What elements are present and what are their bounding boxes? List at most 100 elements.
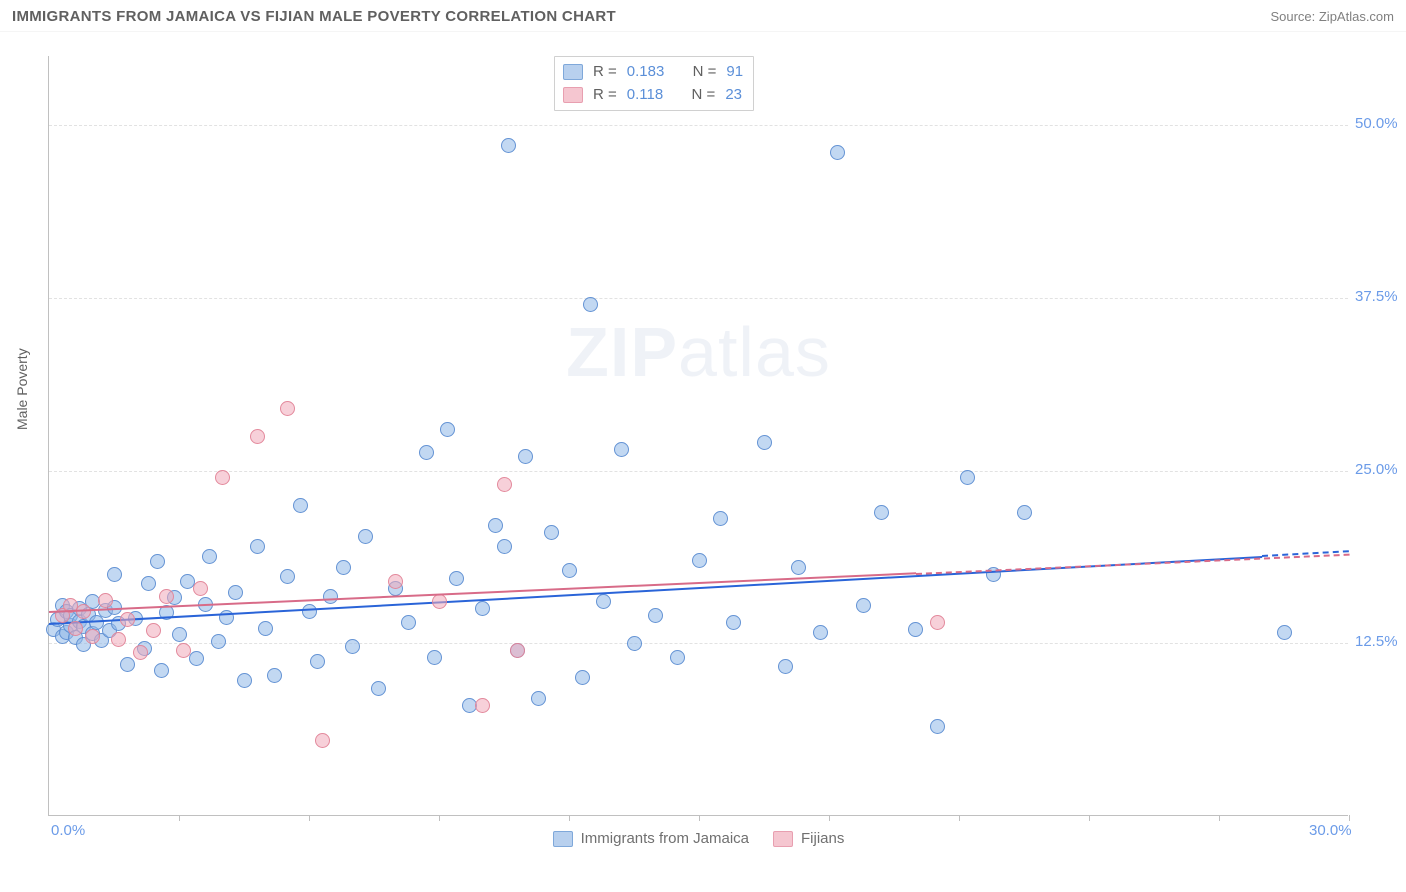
data-point — [544, 525, 559, 540]
data-point — [501, 138, 516, 153]
x-tick — [699, 815, 700, 821]
data-point — [172, 627, 187, 642]
data-point — [189, 651, 204, 666]
data-point — [614, 442, 629, 457]
stat-label: N = — [692, 84, 716, 107]
y-tick-label: 50.0% — [1355, 115, 1406, 132]
plot-wrap: ZIPatlas R =0.183 N =91R =0.118 N =23 Im… — [48, 56, 1348, 816]
y-axis-label: Male Poverty — [14, 348, 30, 430]
stat-n-value: 91 — [726, 61, 743, 84]
data-point — [930, 615, 945, 630]
data-point — [345, 639, 360, 654]
legend-swatch — [773, 831, 793, 847]
data-point — [98, 593, 113, 608]
data-point — [830, 145, 845, 160]
stat-label: N = — [693, 61, 717, 84]
data-point — [874, 505, 889, 520]
data-point — [120, 612, 135, 627]
data-point — [531, 691, 546, 706]
gridline — [49, 471, 1348, 472]
scatter-plot: ZIPatlas R =0.183 N =91R =0.118 N =23 Im… — [48, 56, 1348, 816]
stat-r-value: 0.118 — [627, 84, 663, 107]
data-point — [310, 654, 325, 669]
data-point — [293, 498, 308, 513]
data-point — [960, 470, 975, 485]
x-tick-label: 30.0% — [1309, 822, 1352, 839]
data-point — [154, 663, 169, 678]
gridline — [49, 643, 1348, 644]
data-point — [176, 643, 191, 658]
source-attribution: Source: ZipAtlas.com — [1270, 9, 1394, 24]
data-point — [427, 650, 442, 665]
gridline — [49, 125, 1348, 126]
data-point — [85, 629, 100, 644]
data-point — [215, 470, 230, 485]
x-tick — [1219, 815, 1220, 821]
legend-swatch — [563, 64, 583, 80]
legend-label: Immigrants from Jamaica — [581, 830, 749, 847]
data-point — [475, 601, 490, 616]
x-tick — [1349, 815, 1350, 821]
watermark: ZIPatlas — [566, 312, 831, 392]
data-point — [575, 670, 590, 685]
stat-label: R = — [593, 61, 617, 84]
watermark-bold: ZIP — [566, 313, 678, 391]
data-point — [1277, 625, 1292, 640]
data-point — [596, 594, 611, 609]
data-point — [813, 625, 828, 640]
gridline — [49, 298, 1348, 299]
series-legend: Immigrants from Jamaica Fijians — [49, 830, 1348, 847]
data-point — [488, 518, 503, 533]
data-point — [757, 435, 772, 450]
header-bar: IMMIGRANTS FROM JAMAICA VS FIJIAN MALE P… — [0, 0, 1406, 32]
data-point — [908, 622, 923, 637]
stats-row: R =0.183 N =91 — [563, 61, 743, 84]
data-point — [713, 511, 728, 526]
data-point — [280, 569, 295, 584]
data-point — [497, 539, 512, 554]
data-point — [726, 615, 741, 630]
y-tick-label: 25.0% — [1355, 461, 1406, 478]
data-point — [146, 623, 161, 638]
stats-row: R = 0.118 N = 23 — [563, 84, 743, 107]
data-point — [449, 571, 464, 586]
data-point — [358, 529, 373, 544]
data-point — [440, 422, 455, 437]
data-point — [627, 636, 642, 651]
data-point — [401, 615, 416, 630]
data-point — [336, 560, 351, 575]
data-point — [1017, 505, 1032, 520]
trend-line-extrapolated — [916, 553, 1349, 574]
data-point — [497, 477, 512, 492]
x-tick-label: 0.0% — [51, 822, 85, 839]
data-point — [778, 659, 793, 674]
data-point — [219, 610, 234, 625]
data-point — [141, 576, 156, 591]
stat-label: R = — [593, 84, 617, 107]
data-point — [323, 589, 338, 604]
legend-label: Fijians — [801, 830, 844, 847]
source-name: ZipAtlas.com — [1319, 9, 1394, 24]
data-point — [202, 549, 217, 564]
data-point — [111, 632, 126, 647]
stats-box: R =0.183 N =91R =0.118 N =23 — [554, 56, 754, 111]
x-tick — [439, 815, 440, 821]
data-point — [68, 621, 83, 636]
data-point — [267, 668, 282, 683]
source-prefix: Source: — [1270, 9, 1318, 24]
data-point — [120, 657, 135, 672]
legend-swatch — [563, 87, 583, 103]
y-tick-label: 12.5% — [1355, 633, 1406, 650]
data-point — [583, 297, 598, 312]
data-point — [258, 621, 273, 636]
data-point — [692, 553, 707, 568]
data-point — [228, 585, 243, 600]
stat-n-value: 23 — [725, 84, 742, 107]
legend-swatch — [553, 831, 573, 847]
data-point — [302, 604, 317, 619]
data-point — [856, 598, 871, 613]
x-tick — [959, 815, 960, 821]
data-point — [518, 449, 533, 464]
data-point — [133, 645, 148, 660]
legend-item: Fijians — [773, 830, 844, 847]
